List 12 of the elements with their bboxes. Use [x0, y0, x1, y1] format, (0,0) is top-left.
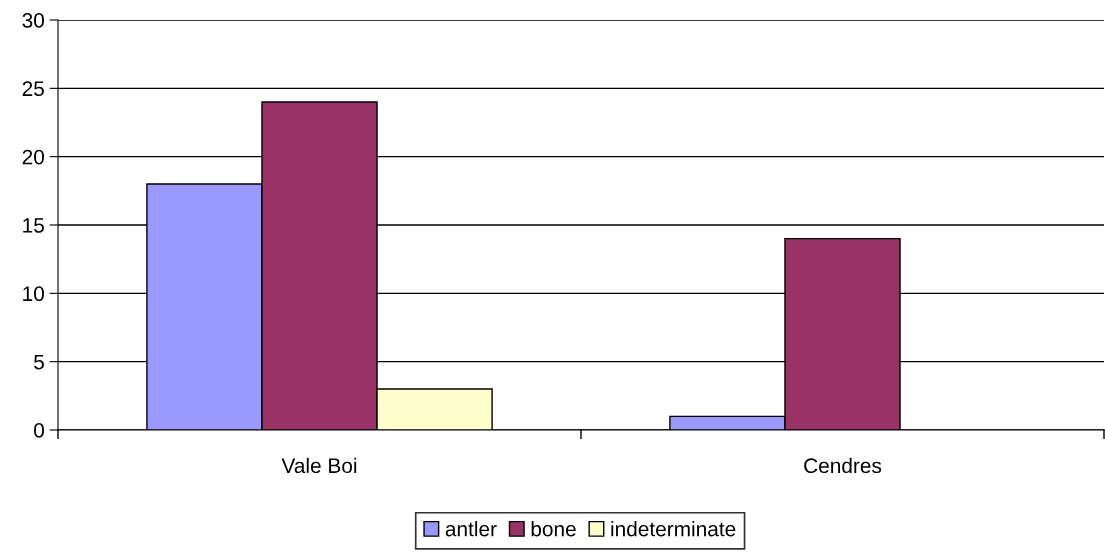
y-tick-label: 0: [34, 423, 44, 438]
y-tick-label: 20: [22, 149, 44, 165]
y-tick-label: 25: [22, 81, 44, 97]
y-tick-label: 10: [23, 286, 44, 302]
y-tick-label: 5: [34, 354, 44, 370]
y-tick-label: 15: [23, 218, 44, 233]
x-tick-label: Cendres: [804, 457, 882, 474]
legend-label: bone: [531, 521, 576, 537]
legend-label: indeterminate: [611, 521, 736, 537]
x-tick-label: Vale Boi: [281, 457, 357, 474]
y-tick-label: 30: [22, 13, 44, 28]
legend-label: antler: [445, 521, 497, 537]
